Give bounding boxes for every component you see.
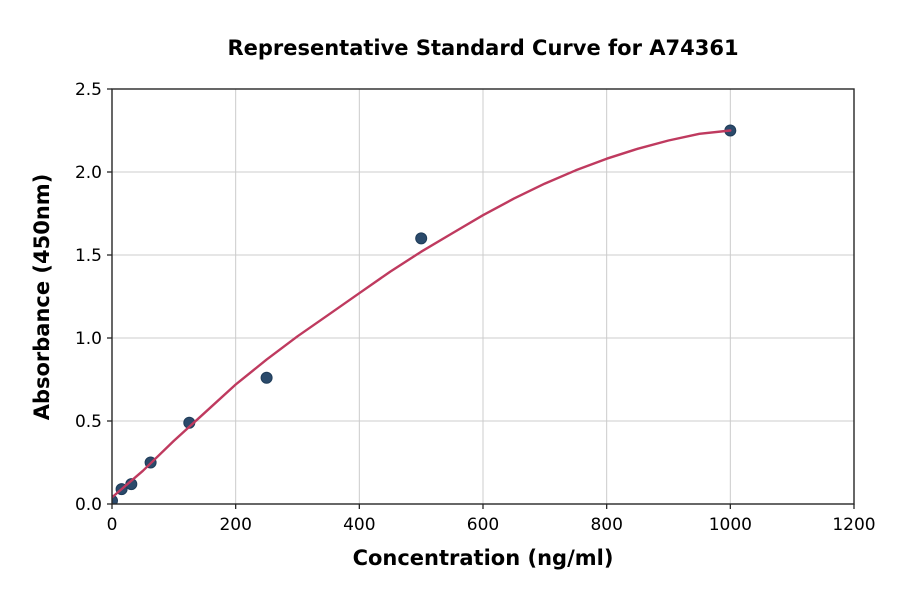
x-tick-label: 800	[590, 515, 622, 535]
x-tick-label: 0	[107, 515, 118, 535]
x-tick-label: 1200	[832, 515, 875, 535]
x-tick-label: 600	[467, 515, 499, 535]
x-tick-label: 200	[219, 515, 251, 535]
x-tick-label: 1000	[709, 515, 752, 535]
fit-curve-path	[112, 129, 732, 499]
axes-spines	[111, 88, 855, 505]
data-point	[260, 371, 273, 384]
y-tick-label: 2.5	[75, 80, 102, 100]
x-tick-label: 400	[343, 515, 375, 535]
y-tick-label: 1.0	[75, 329, 102, 349]
y-tick-label: 0.5	[75, 412, 102, 432]
y-tick-label: 0.0	[75, 495, 102, 515]
y-tick-label: 2.0	[75, 163, 102, 183]
chart-title: Representative Standard Curve for A74361	[227, 36, 739, 60]
y-tick-label: 1.5	[75, 246, 102, 266]
data-point	[415, 232, 428, 245]
x-axis-label: Concentration (ng/ml)	[352, 546, 614, 570]
